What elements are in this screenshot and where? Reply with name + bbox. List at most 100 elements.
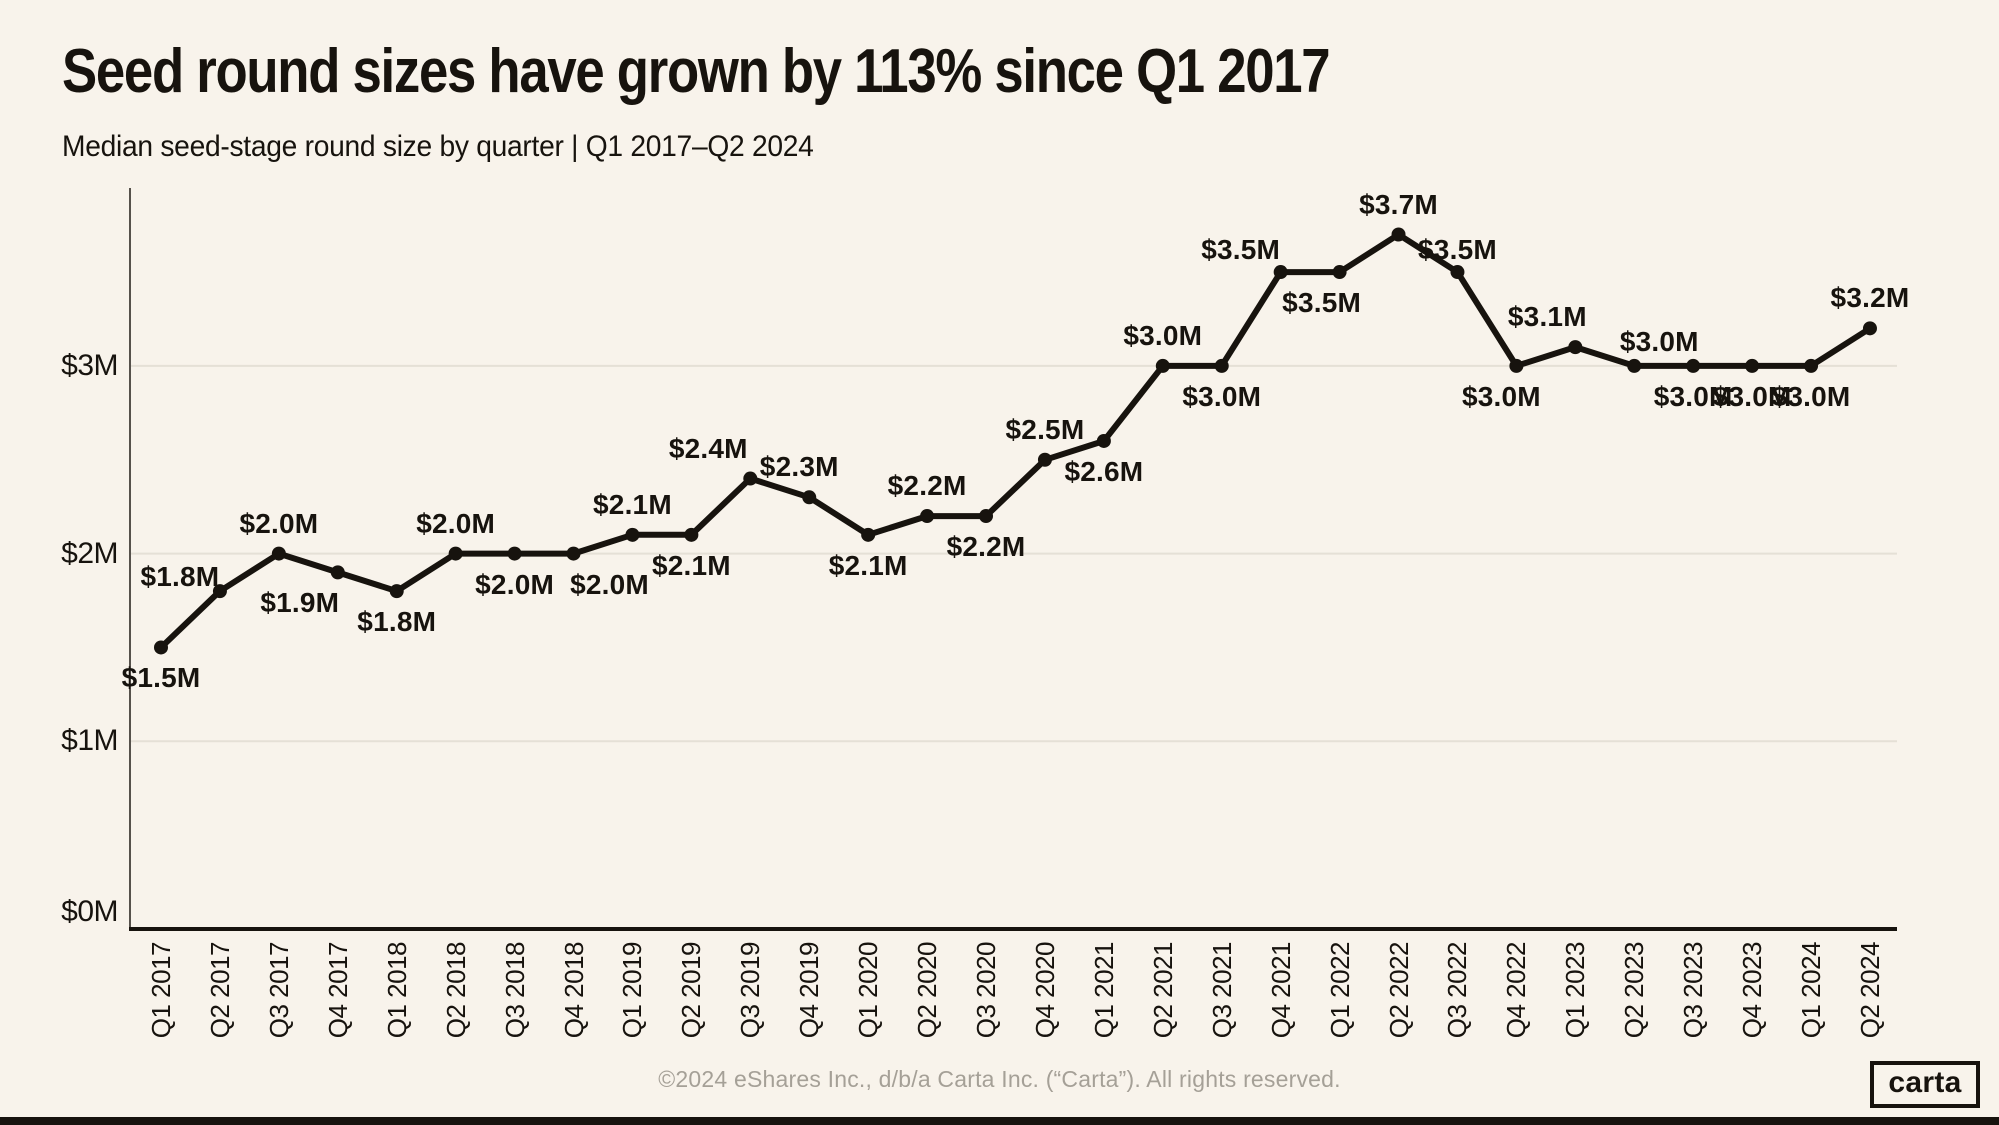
data-point — [448, 546, 463, 561]
x-tick-label: Q3 2019 — [735, 942, 766, 1039]
x-tick-label: Q4 2017 — [322, 942, 353, 1039]
x-tick-label: Q4 2023 — [1737, 942, 1768, 1039]
data-point — [625, 527, 640, 542]
data-label: $3.0M — [1653, 380, 1733, 412]
data-label: $1.5M — [121, 662, 201, 694]
data-label: $1.9M — [260, 587, 340, 619]
x-tick-label: Q2 2017 — [204, 942, 235, 1039]
y-tick-label: $1M — [61, 724, 118, 758]
data-point — [1862, 321, 1877, 336]
data-point — [1391, 227, 1406, 242]
data-label: $3.0M — [1619, 325, 1699, 357]
trend-line — [158, 231, 1873, 651]
data-point — [389, 584, 404, 599]
data-point — [920, 509, 935, 524]
x-tick-label: Q1 2018 — [381, 942, 412, 1039]
x-tick-label: Q2 2023 — [1619, 942, 1650, 1039]
data-label: $2.0M — [416, 507, 496, 539]
data-label: $3.2M — [1830, 282, 1910, 314]
x-tick-label: Q1 2023 — [1560, 942, 1591, 1039]
x-tick-label: Q2 2018 — [440, 942, 471, 1039]
data-label: $2.2M — [887, 470, 967, 502]
y-tick-label: $0M — [61, 895, 118, 928]
data-point — [1450, 265, 1465, 280]
page-title: Seed round sizes have grown by 113% sinc… — [62, 37, 1331, 106]
y-tick-label: $2M — [61, 536, 118, 570]
data-label: $2.1M — [651, 549, 731, 581]
data-point — [566, 546, 581, 561]
x-tick-label: Q3 2018 — [499, 942, 530, 1039]
data-point — [507, 546, 522, 561]
data-point — [1273, 265, 1288, 280]
data-label: $3.0M — [1771, 380, 1851, 412]
x-tick-label: Q1 2024 — [1796, 942, 1827, 1039]
data-point — [1214, 358, 1229, 373]
x-tick-label: Q2 2021 — [1147, 942, 1178, 1039]
copyright-text: ©2024 eShares Inc., d/b/a Carta Inc. (“C… — [658, 1066, 1341, 1092]
x-tick-label: Q2 2022 — [1383, 942, 1414, 1039]
x-tick-label: Q1 2021 — [1088, 942, 1119, 1039]
data-point — [1332, 265, 1347, 280]
data-point — [1037, 452, 1052, 467]
y-tick-label: $3M — [61, 348, 118, 382]
data-label: $2.1M — [828, 549, 908, 581]
x-tick-label: Q1 2017 — [146, 942, 176, 1039]
data-point — [1804, 358, 1819, 373]
data-label: $2.5M — [1005, 413, 1085, 445]
data-point — [1155, 358, 1170, 373]
data-point — [330, 565, 345, 580]
data-point — [743, 471, 758, 486]
x-tick-label: Q1 2020 — [853, 942, 884, 1039]
x-tick-label: Q3 2022 — [1442, 942, 1473, 1039]
data-label: $3.0M — [1123, 319, 1203, 351]
data-label: $3.7M — [1359, 188, 1438, 220]
x-tick-label: Q2 2020 — [912, 942, 943, 1039]
carta-logo: carta — [1870, 1061, 1980, 1108]
data-label: $3.5M — [1282, 287, 1362, 319]
data-point — [271, 546, 286, 561]
x-tick-label: Q4 2021 — [1265, 942, 1296, 1039]
data-point — [861, 527, 876, 542]
data-point — [212, 584, 227, 599]
carta-logo-text: carta — [1888, 1065, 1962, 1099]
data-label: $2.0M — [475, 568, 554, 600]
x-tick-label: Q1 2019 — [617, 942, 648, 1039]
data-point — [154, 640, 168, 655]
x-tick-label: Q3 2023 — [1678, 942, 1709, 1039]
data-label: $2.0M — [239, 507, 319, 539]
x-tick-label: Q4 2022 — [1501, 942, 1532, 1039]
data-point — [1686, 358, 1701, 373]
data-label: $2.0M — [570, 568, 649, 600]
x-tick-label: Q3 2020 — [971, 942, 1002, 1039]
x-tick-label: Q4 2020 — [1029, 942, 1060, 1039]
data-point — [1568, 340, 1583, 355]
data-point — [1627, 358, 1642, 373]
data-label: $2.4M — [668, 432, 748, 464]
data-point — [1096, 433, 1111, 448]
data-label: $3.5M — [1418, 234, 1497, 266]
page-subtitle: Median seed-stage round size by quarter … — [62, 130, 814, 163]
data-label: $2.3M — [759, 451, 839, 483]
data-point — [802, 490, 817, 505]
x-tick-label: Q2 2019 — [676, 942, 707, 1039]
data-label: $3.5M — [1201, 234, 1281, 266]
data-label: $3.0M — [1712, 380, 1792, 412]
data-point — [684, 527, 699, 542]
data-label: $3.0M — [1182, 380, 1262, 412]
data-point — [979, 509, 994, 524]
x-tick-label: Q4 2018 — [558, 942, 589, 1039]
data-label: $2.6M — [1064, 455, 1144, 487]
x-tick-label: Q3 2017 — [263, 942, 294, 1039]
data-label: $2.2M — [946, 531, 1026, 563]
x-tick-label: Q4 2019 — [794, 942, 825, 1039]
x-tick-label: Q3 2021 — [1206, 942, 1237, 1039]
data-label: $1.8M — [357, 606, 437, 638]
data-label: $1.8M — [140, 561, 220, 593]
data-label: $3.0M — [1461, 380, 1541, 412]
data-point — [1745, 358, 1760, 373]
data-label: $2.1M — [593, 488, 672, 520]
